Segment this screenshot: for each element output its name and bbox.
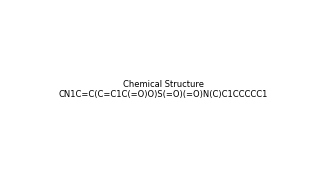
Text: Chemical Structure
CN1C=C(C=C1C(=O)O)S(=O)(=O)N(C)C1CCCCC1: Chemical Structure CN1C=C(C=C1C(=O)O)S(=…	[59, 80, 268, 99]
